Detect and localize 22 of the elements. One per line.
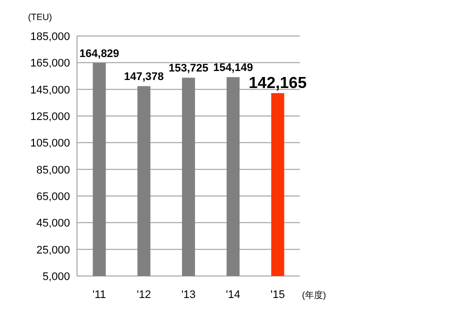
data-label: 164,829 — [79, 48, 120, 60]
y-tick-label: 105,000 — [30, 138, 70, 150]
data-label: 147,378 — [124, 71, 164, 84]
y-tick-label: 85,000 — [36, 164, 70, 176]
x-tick-label: '15 — [270, 289, 285, 301]
x-tick-label: '13 — [181, 289, 196, 301]
x-tick-label: '11 — [92, 289, 106, 301]
data-label: 154,149 — [213, 62, 253, 74]
y-tick-label: 45,000 — [36, 218, 70, 230]
x-tick-label: '12 — [136, 289, 152, 301]
y-axis-title: (TEU) — [28, 12, 52, 22]
y-tick-label: 125,000 — [30, 111, 70, 123]
data-label: 153,725 — [168, 62, 208, 75]
x-axis-title: (年度) — [302, 290, 326, 300]
y-tick-label: 5,000 — [42, 271, 70, 283]
data-label: 142,165 — [248, 75, 307, 92]
y-tick-label: 25,000 — [36, 244, 70, 256]
x-tick-label: '14 — [226, 289, 240, 301]
y-tick-label: 65,000 — [36, 191, 70, 203]
y-tick-label: 165,000 — [30, 58, 70, 70]
y-tick-label: 145,000 — [30, 84, 70, 96]
y-tick-label: 185,000 — [30, 31, 70, 43]
